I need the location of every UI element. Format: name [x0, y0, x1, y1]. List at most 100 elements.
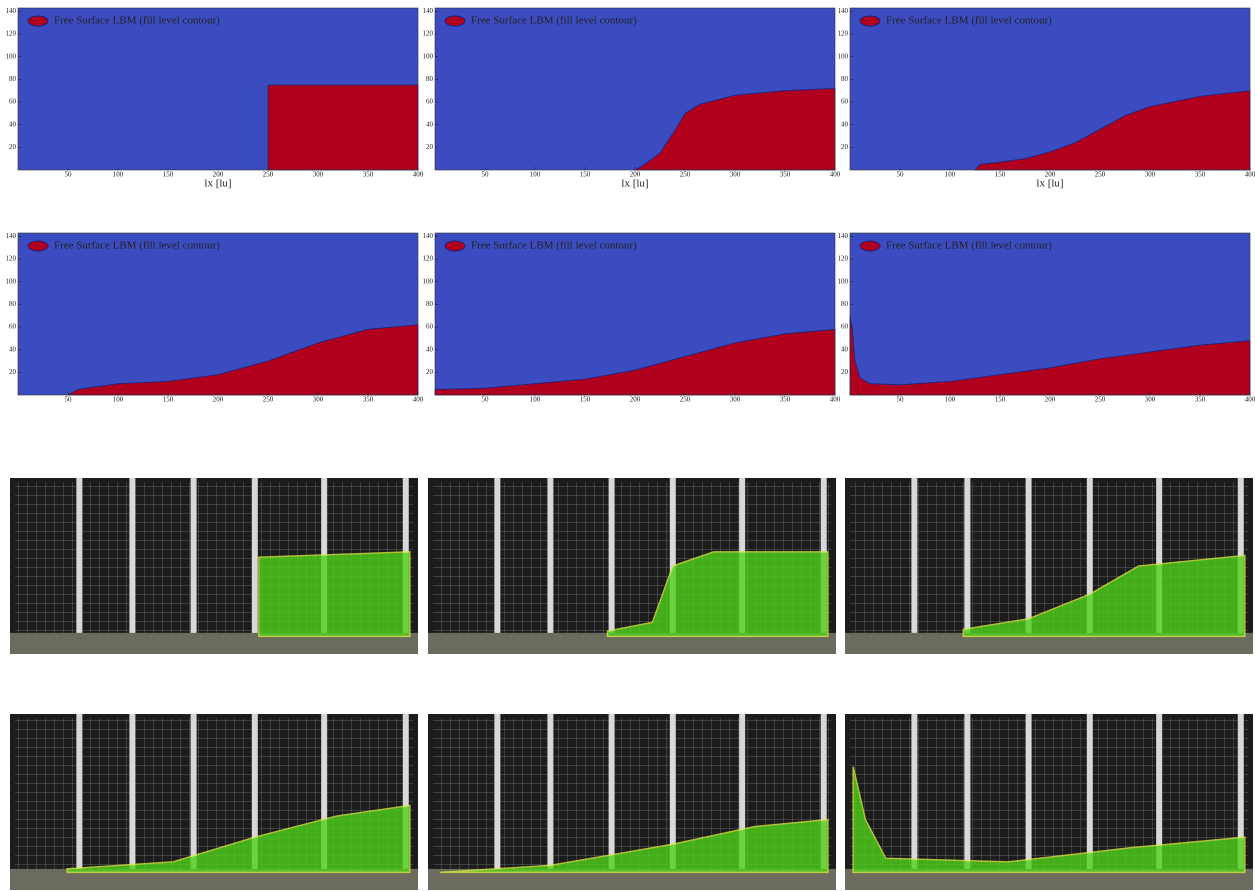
x-tick-label: 100 [113, 171, 124, 179]
x-tick-label: 400 [413, 396, 424, 404]
y-tick-label: 120 [6, 30, 17, 38]
water [962, 554, 1246, 638]
x-tick-label: 200 [213, 396, 224, 404]
legend-label: Free Surface LBM (fill level contour) [54, 240, 220, 252]
legend-swatch [859, 240, 881, 252]
x-tick-label: 150 [580, 171, 591, 179]
legend-swatch [27, 15, 49, 27]
tank-post [1025, 478, 1032, 637]
x-tick-label: 350 [363, 171, 374, 179]
water [258, 551, 411, 638]
tank-post [494, 714, 501, 873]
legend-swatch [444, 240, 466, 252]
x-tick-label: 300 [1145, 171, 1156, 179]
tank-post [190, 714, 197, 873]
y-tick-label: 40 [9, 120, 17, 128]
x-tick-label: 250 [680, 396, 691, 404]
legend-label: Free Surface LBM (fill level contour) [886, 240, 1052, 252]
tank-post [1156, 714, 1163, 873]
x-tick-label: 150 [995, 396, 1006, 404]
tank-post [1156, 478, 1163, 637]
water [440, 818, 829, 874]
tank-post [251, 714, 258, 873]
tank-floor [428, 868, 836, 890]
x-tick-label: 300 [730, 171, 741, 179]
x-tick-label: 300 [1145, 396, 1156, 404]
x-tick-label: 400 [1245, 171, 1255, 179]
tank-post [76, 478, 83, 637]
legend-swatch [444, 15, 466, 27]
y-tick-label: 80 [9, 300, 17, 308]
x-tick-label: 200 [630, 171, 641, 179]
x-tick-label: 100 [530, 171, 541, 179]
x-tick-label: 50 [482, 396, 490, 404]
x-axis-label: lx [lu] [621, 178, 648, 190]
x-tick-label: 100 [945, 171, 956, 179]
tank-floor [845, 632, 1253, 654]
tank-floor [845, 868, 1253, 890]
y-tick-label: 20 [9, 368, 17, 376]
y-tick-label: 120 [6, 255, 17, 263]
tank-post [820, 714, 827, 873]
water [66, 804, 411, 874]
tank-post [547, 478, 554, 637]
y-tick-label: 120 [838, 255, 849, 263]
y-tick-label: 140 [838, 7, 849, 15]
tank-post [911, 714, 918, 873]
x-tick-label: 300 [313, 396, 324, 404]
x-tick-label: 100 [945, 396, 956, 404]
legend-swatch [27, 240, 49, 252]
y-tick-label: 80 [841, 300, 849, 308]
x-tick-label: 50 [65, 396, 73, 404]
y-tick-label: 20 [426, 143, 434, 151]
y-tick-label: 40 [841, 345, 849, 353]
x-tick-label: 50 [897, 171, 905, 179]
y-tick-label: 40 [426, 345, 434, 353]
tank-post [190, 478, 197, 637]
tank-post [321, 714, 328, 873]
tank-post [129, 478, 136, 637]
x-tick-label: 50 [65, 171, 73, 179]
y-tick-label: 140 [838, 232, 849, 240]
x-tick-label: 200 [213, 171, 224, 179]
x-tick-label: 150 [580, 396, 591, 404]
tank-floor [10, 632, 418, 654]
x-tick-label: 400 [830, 396, 841, 404]
y-tick-label: 20 [841, 143, 849, 151]
x-tick-label: 250 [680, 171, 691, 179]
tank-post [494, 478, 501, 637]
y-tick-label: 100 [838, 52, 849, 60]
x-tick-label: 300 [313, 171, 324, 179]
x-tick-label: 400 [413, 171, 424, 179]
y-tick-label: 80 [426, 75, 434, 83]
water [852, 766, 1246, 874]
tank-post [964, 714, 971, 873]
y-tick-label: 80 [841, 75, 849, 83]
y-tick-label: 100 [838, 277, 849, 285]
y-tick-label: 40 [426, 120, 434, 128]
y-tick-label: 60 [9, 323, 17, 331]
x-tick-label: 50 [897, 396, 905, 404]
y-tick-label: 60 [426, 98, 434, 106]
tank-post [964, 478, 971, 637]
y-tick-label: 120 [838, 30, 849, 38]
y-tick-label: 80 [426, 300, 434, 308]
y-tick-label: 60 [426, 323, 434, 331]
tank-post [608, 478, 615, 637]
tank-post [608, 714, 615, 873]
tank-post [76, 714, 83, 873]
y-tick-label: 140 [6, 232, 17, 240]
x-tick-label: 350 [780, 396, 791, 404]
tank-post [1086, 714, 1093, 873]
y-tick-label: 60 [9, 98, 17, 106]
x-tick-label: 250 [263, 171, 274, 179]
x-tick-label: 400 [1245, 396, 1255, 404]
y-tick-label: 20 [841, 368, 849, 376]
legend-label: Free Surface LBM (fill level contour) [471, 240, 637, 252]
fill-area [267, 84, 419, 171]
x-tick-label: 250 [1095, 396, 1106, 404]
legend-label: Free Surface LBM (fill level contour) [54, 15, 220, 27]
y-tick-label: 20 [9, 143, 17, 151]
y-tick-label: 100 [6, 52, 17, 60]
y-tick-label: 40 [9, 345, 17, 353]
